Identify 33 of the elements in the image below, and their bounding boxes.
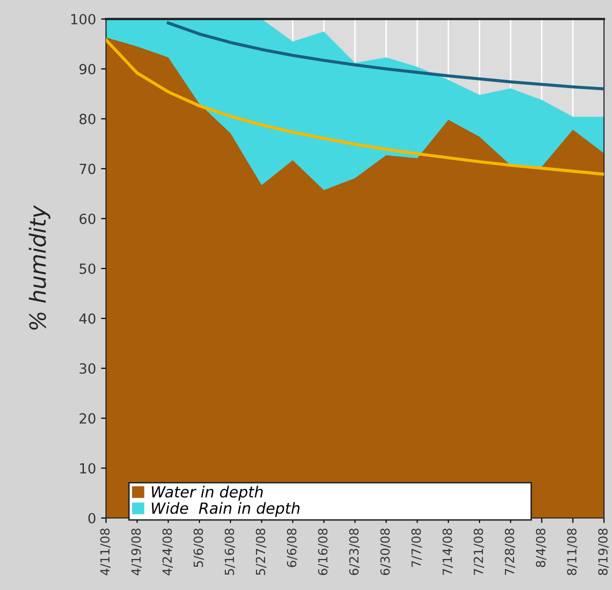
y-tick-label: 30: [80, 363, 96, 374]
line-series: [166, 21, 604, 90]
line-series: [106, 38, 604, 176]
y-tick-label: 100: [71, 14, 96, 24]
x-tick-label: 5/16/08: [224, 528, 236, 575]
x-tick-label: 7/28/08: [504, 528, 516, 575]
x-tick-label: 8/4/08: [536, 528, 546, 568]
x-tick-label: 8/11/08: [567, 528, 578, 576]
y-tick-label: 50: [80, 263, 96, 274]
y-tick-label: 90: [79, 64, 96, 74]
x-tick-label: 8/19/08: [598, 528, 609, 576]
x-tick-label: 5/6/08: [194, 528, 204, 567]
y-axis-title: % humidity: [28, 205, 50, 330]
x-tick-label: 7/21/08: [474, 528, 484, 575]
y-tick-label: 70: [80, 164, 96, 174]
x-tick-label: 7/7/08: [411, 528, 422, 567]
x-tick-label: 4/24/08: [162, 528, 173, 576]
x-tick-label: 6/6/08: [286, 528, 298, 568]
x-tick-label: 7/14/08: [442, 528, 453, 575]
legend-label: Water in depth: [152, 486, 263, 501]
x-tick-label: 4/11/08: [100, 528, 111, 576]
x-tick-label: 6/23/08: [349, 528, 360, 576]
x-tick-label: 6/30/08: [380, 528, 391, 576]
x-tick-label: 4/19/08: [131, 528, 142, 576]
y-tick-label: 10: [80, 463, 96, 474]
y-tick-label: 60: [80, 214, 96, 224]
y-tick-label: 0: [88, 512, 96, 524]
y-tick-label: 80: [80, 114, 96, 124]
y-tick-label: 40: [79, 313, 96, 324]
x-tick-label: 5/27/08: [256, 528, 266, 575]
legend-label: Wide Rain in depth: [152, 502, 300, 517]
x-tick-label: 6/16/08: [318, 528, 328, 576]
y-tick-label: 20: [80, 413, 96, 424]
